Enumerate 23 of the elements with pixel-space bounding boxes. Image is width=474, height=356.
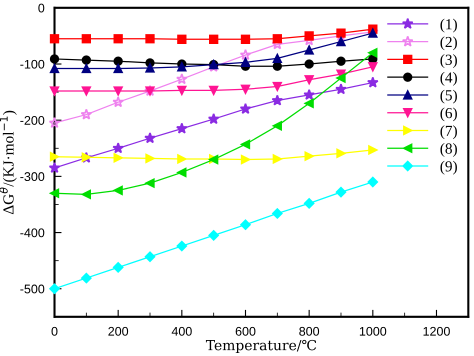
- legend-label: (3): [440, 54, 457, 68]
- x-tick-label: 800: [299, 326, 320, 336]
- legend-label: (7): [440, 125, 457, 140]
- x-tick-label: 600: [236, 326, 256, 336]
- x-tick-label: 400: [172, 326, 192, 336]
- legend-label: (6): [440, 107, 457, 122]
- y-tick-label: -300: [20, 172, 44, 182]
- y-tick-label: -400: [20, 228, 44, 238]
- legend-label: (1): [440, 18, 457, 32]
- x-tick-label: 200: [108, 326, 128, 336]
- x-tick-label: 1000: [360, 326, 386, 336]
- legend-label: (2): [440, 36, 457, 50]
- y-tick-label: -500: [20, 284, 44, 294]
- y-tick-label: -200: [20, 116, 44, 125]
- legend-label: (8): [440, 142, 457, 157]
- x-tick-label: 1200: [424, 326, 450, 336]
- legend-label: (4): [440, 72, 457, 86]
- legend-label: (9): [440, 160, 457, 175]
- y-tick-label: 0: [38, 4, 44, 12]
- y-tick-label: -100: [20, 60, 44, 69]
- x-axis-title: Temperature/℃: [206, 340, 316, 354]
- legend-label: (5): [440, 90, 457, 104]
- x-tick-label: 0: [52, 326, 58, 336]
